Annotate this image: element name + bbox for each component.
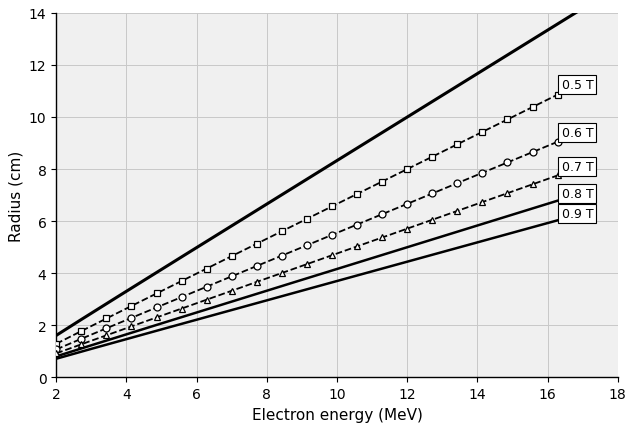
Text: 0.8 T: 0.8 T	[561, 188, 593, 201]
Y-axis label: Radius (cm): Radius (cm)	[8, 150, 23, 241]
Text: 0.9 T: 0.9 T	[561, 208, 593, 221]
Text: 0.7 T: 0.7 T	[561, 160, 593, 174]
Text: 0.6 T: 0.6 T	[561, 127, 593, 140]
X-axis label: Electron energy (MeV): Electron energy (MeV)	[251, 407, 422, 422]
Text: 0.4 T: 0.4 T	[0, 429, 1, 430]
Text: 0.5 T: 0.5 T	[561, 79, 593, 92]
